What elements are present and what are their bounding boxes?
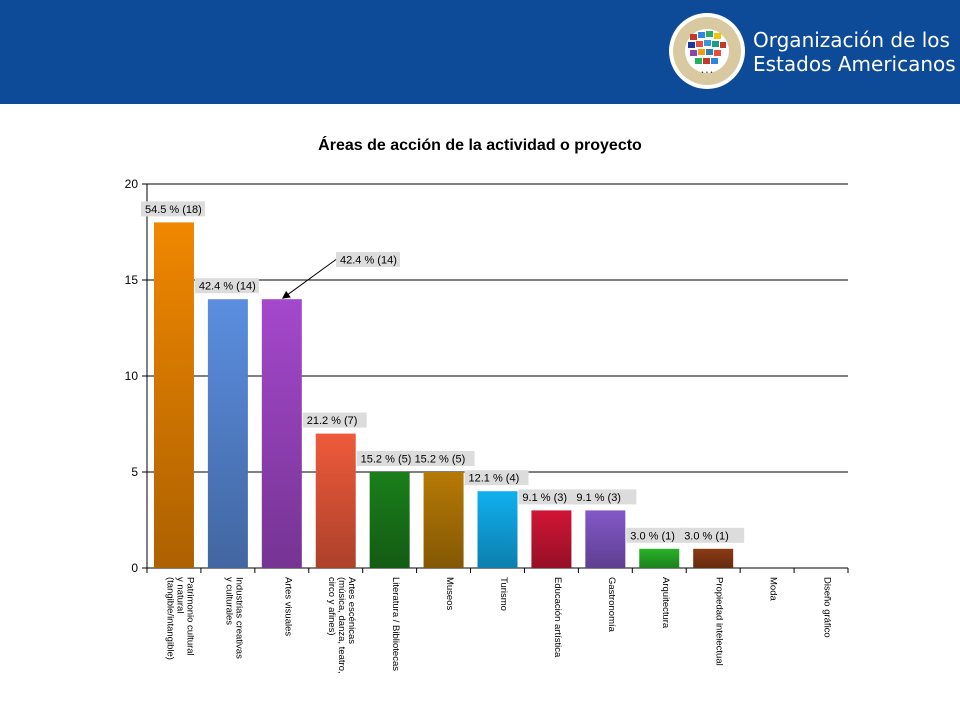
oas-seal-icon: • • • (669, 13, 745, 89)
bar (585, 510, 626, 568)
x-tick-label: Museos (444, 577, 455, 611)
data-label: 21.2 % (7) (302, 412, 367, 428)
data-label: 12.1 % (4) (464, 470, 529, 486)
bar (423, 472, 464, 568)
header-banner: • • • Organización de los Estados Americ… (0, 0, 960, 104)
x-tick-label-line: y natural (174, 577, 185, 613)
x-tick-label-line: Moda (768, 577, 779, 601)
x-tick-label-line: Industrias creativas (233, 577, 244, 659)
data-label-text: 9.1 % (3) (576, 492, 621, 504)
x-tick-label-line: Gastronomía (606, 577, 617, 633)
x-tick-label: Artes visuales (282, 577, 293, 636)
data-label-text: 12.1 % (4) (469, 473, 520, 485)
data-label-text: 21.2 % (7) (307, 415, 358, 427)
data-label-background (302, 412, 367, 428)
bar (531, 510, 572, 568)
data-label-background (140, 201, 205, 217)
data-label-background (464, 470, 529, 486)
x-tick-label-line: Patrimonio cultural (184, 577, 195, 656)
chart-title: Áreas de acción de la actividad o proyec… (318, 137, 642, 154)
data-label-background (572, 489, 637, 505)
bar (207, 299, 248, 568)
data-label-background (410, 451, 475, 466)
data-label-background (336, 252, 400, 267)
data-label: 54.5 % (18) (140, 201, 205, 217)
x-tick-label: Diseño gráfico (822, 577, 833, 638)
x-tick-label-line: Artes visuales (282, 577, 293, 636)
x-tick-label-line: Propiedad intelectual (714, 577, 725, 666)
x-tick-label-line: Artes escénicas (346, 577, 357, 644)
y-tick-label: 0 (131, 561, 138, 575)
x-tick-label: Gastronomía (606, 577, 617, 633)
data-label: 15.2 % (5) (356, 451, 421, 466)
bar (369, 472, 410, 568)
data-label: 42.4 % (14) (336, 252, 400, 267)
y-tick-label: 15 (125, 273, 139, 287)
data-label-arrow (281, 259, 337, 299)
data-label-text: 3.0 % (1) (684, 530, 729, 542)
data-label-text: 54.5 % (18) (145, 204, 202, 216)
data-label-background (194, 278, 259, 294)
x-tick-label-line: (tangible/intangible) (164, 577, 175, 660)
x-tick-label: Literatura / Bibliotecas (390, 577, 401, 671)
x-tick-label: Artes escénicas(música, danza, teatro,ci… (326, 577, 357, 674)
x-tick-label: Propiedad intelectual (714, 577, 725, 666)
data-label-background (518, 489, 583, 505)
x-tick-label-line: (música, danza, teatro, (336, 577, 347, 674)
data-label: 15.2 % (5) (410, 451, 475, 466)
x-tick-label: Educación artística (552, 577, 563, 658)
data-label-background (680, 527, 745, 543)
org-name-line-2: Estados Americanos (753, 52, 956, 76)
bar (315, 433, 356, 568)
data-label: 42.4 % (14) (194, 278, 259, 294)
data-label-text: 42.4 % (14) (199, 281, 256, 293)
bar (639, 548, 680, 568)
data-label: 9.1 % (3) (518, 489, 583, 505)
data-label: 3.0 % (1) (626, 527, 691, 543)
x-tick-label-line: Turismo (498, 577, 509, 611)
data-label-text: 9.1 % (3) (522, 492, 567, 504)
data-label-text: 15.2 % (5) (415, 454, 466, 466)
data-label-text: 42.4 % (14) (340, 255, 397, 267)
x-tick-label-line: Literatura / Bibliotecas (390, 577, 401, 671)
x-tick-label: Arquitectura (660, 577, 671, 629)
svg-text:• • •: • • • (701, 70, 713, 76)
x-tick-label-line: Museos (444, 577, 455, 611)
x-tick-label-line: Diseño gráfico (822, 577, 833, 638)
data-label-text: 15.2 % (5) (361, 454, 412, 466)
x-tick-label-line: Arquitectura (660, 577, 671, 629)
data-label-background (626, 527, 691, 543)
data-label: 9.1 % (3) (572, 489, 637, 505)
x-tick-label-line: y culturales (223, 577, 234, 625)
bar (153, 222, 194, 568)
x-tick-label-line: Educación artística (552, 577, 563, 658)
y-tick-label: 20 (125, 177, 139, 191)
x-tick-label: Moda (768, 577, 779, 601)
data-label-background (356, 451, 421, 466)
bar (261, 299, 302, 568)
x-tick-label-line: circo y afines) (326, 577, 337, 636)
bar (477, 491, 518, 568)
x-tick-label: Turismo (498, 577, 509, 611)
data-label: 3.0 % (1) (680, 527, 745, 543)
data-label-text: 3.0 % (1) (630, 530, 675, 542)
org-name-line-1: Organización de los (753, 28, 950, 52)
bar (693, 548, 734, 568)
y-tick-label: 5 (131, 465, 138, 479)
organization-name: Organización de los Estados Americanos (753, 28, 956, 76)
y-tick-label: 10 (125, 369, 139, 383)
